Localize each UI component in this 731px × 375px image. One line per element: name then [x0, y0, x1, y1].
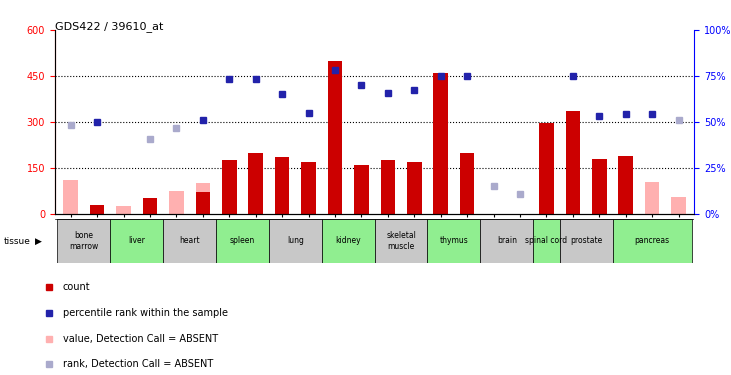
Bar [327, 61, 342, 214]
Text: brain: brain [497, 237, 517, 246]
Text: thymus: thymus [439, 237, 469, 246]
Bar [480, 219, 533, 262]
Bar [275, 157, 289, 214]
Text: lung: lung [287, 237, 304, 246]
Bar [249, 153, 263, 214]
Text: GDS422 / 39610_at: GDS422 / 39610_at [55, 21, 163, 32]
Bar [460, 153, 474, 214]
Bar [196, 183, 210, 214]
Bar [618, 156, 633, 214]
Bar [592, 159, 607, 214]
Bar [407, 162, 422, 214]
Bar [163, 219, 216, 262]
Bar [374, 219, 428, 262]
Bar [433, 73, 448, 214]
Bar [58, 219, 110, 262]
Bar [90, 205, 105, 214]
Bar [216, 219, 269, 262]
Text: liver: liver [129, 237, 145, 246]
Bar [269, 219, 322, 262]
Bar [645, 182, 659, 214]
Bar [671, 197, 686, 214]
Text: spleen: spleen [230, 237, 255, 246]
Text: kidney: kidney [336, 237, 361, 246]
Text: prostate: prostate [570, 237, 602, 246]
Bar [301, 162, 316, 214]
Text: bone
marrow: bone marrow [69, 231, 99, 251]
Text: value, Detection Call = ABSENT: value, Detection Call = ABSENT [63, 334, 218, 344]
Bar [566, 111, 580, 214]
Text: percentile rank within the sample: percentile rank within the sample [63, 308, 228, 318]
Bar [428, 219, 480, 262]
Bar [560, 219, 613, 262]
Text: ▶: ▶ [35, 237, 42, 246]
Bar [196, 192, 210, 214]
Text: count: count [63, 282, 91, 292]
Bar [169, 191, 183, 214]
Bar [64, 180, 78, 214]
Bar [322, 219, 374, 262]
Bar [613, 219, 692, 262]
Bar [354, 165, 368, 214]
Bar [116, 206, 131, 214]
Text: pancreas: pancreas [635, 237, 670, 246]
Bar [110, 219, 163, 262]
Text: spinal cord: spinal cord [526, 237, 567, 246]
Bar [143, 198, 157, 214]
Text: heart: heart [179, 237, 200, 246]
Bar [533, 219, 560, 262]
Text: skeletal
muscle: skeletal muscle [386, 231, 416, 251]
Bar [222, 160, 237, 214]
Text: tissue: tissue [4, 237, 31, 246]
Bar [539, 123, 553, 214]
Text: rank, Detection Call = ABSENT: rank, Detection Call = ABSENT [63, 359, 213, 369]
Bar [381, 160, 395, 214]
